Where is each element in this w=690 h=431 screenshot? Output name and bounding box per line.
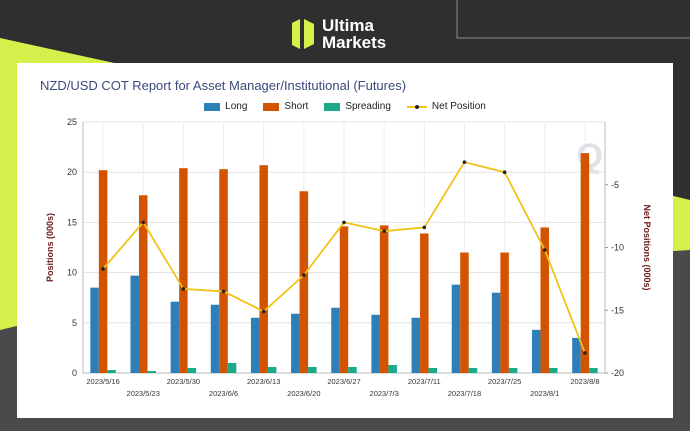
spreading-bar: [267, 366, 277, 373]
net-position-point: [261, 309, 266, 314]
x-tick-label: 2023/5/30: [167, 377, 200, 386]
spreading-bar: [468, 367, 478, 373]
long-bar: [532, 329, 541, 373]
x-tick-label: 2023/6/20: [287, 389, 320, 398]
spreading-bar: [388, 364, 397, 373]
long-bar: [451, 284, 461, 373]
x-tick-label: 2023/6/13: [247, 377, 280, 386]
long-bar: [210, 304, 220, 373]
spreading-bar: [428, 367, 438, 373]
chart-title: NZD/USD COT Report for Asset Manager/Ins…: [40, 78, 407, 93]
spreading-bar: [147, 370, 156, 373]
y-axis-label: Positions (000s): [45, 213, 55, 282]
legend-spreading: Spreading: [324, 101, 391, 112]
long-bar: [411, 317, 421, 373]
spreading-bar: [508, 367, 518, 373]
y-tick-label: 0: [72, 368, 77, 378]
short-bar: [580, 153, 590, 373]
short-bar: [339, 226, 349, 373]
long-bar: [331, 307, 340, 373]
spreading-bar: [589, 367, 598, 373]
net-position-point: [583, 351, 587, 355]
net-position-point: [101, 267, 105, 271]
net-position-point: [462, 160, 467, 164]
y-tick-label: 5: [72, 318, 77, 328]
brand-name-line2: Markets: [322, 33, 387, 52]
spreading-bar: [549, 367, 558, 373]
long-bar: [291, 313, 300, 373]
long-bar: [250, 317, 260, 373]
short-bar: [299, 191, 309, 373]
short-bar: [540, 227, 550, 373]
y-tick-label: 10: [67, 268, 77, 278]
short-bar: [420, 233, 429, 373]
x-tick-label: 2023/5/16: [86, 377, 119, 386]
x-tick-label: 2023/8/8: [570, 377, 599, 386]
short-bar: [379, 225, 389, 373]
long-bar: [170, 301, 180, 373]
net-position-point: [382, 229, 386, 233]
legend-long: Long: [204, 101, 247, 112]
x-tick-label: 2023/8/1: [530, 389, 559, 398]
long-bar: [491, 292, 501, 373]
long-bar: [371, 314, 380, 373]
spreading-bar: [348, 366, 357, 373]
x-tick-label: 2023/7/18: [448, 389, 481, 398]
short-bar: [179, 168, 188, 373]
net-position-point: [502, 170, 507, 174]
x-tick-label: 2023/7/3: [370, 389, 399, 398]
legend-net-position: Net Position: [406, 101, 486, 112]
net-position-point: [542, 248, 547, 252]
net-position-point: [141, 220, 146, 225]
short-bar: [98, 170, 108, 373]
long-bar: [572, 337, 581, 373]
long-bar: [130, 275, 139, 373]
net-position-point: [181, 287, 186, 291]
spreading-bar: [227, 362, 237, 373]
y2-axis-label: Net Positions (000s): [642, 204, 652, 290]
legend-short: Short: [263, 101, 308, 112]
x-tick-label: 2023/7/11: [408, 377, 441, 386]
x-tick-label: 2023/5/23: [127, 389, 160, 398]
long-bar: [90, 287, 99, 373]
y2-tick-label: -5: [611, 180, 619, 190]
chart-watermark-q: Q: [577, 137, 603, 175]
y2-tick-label: -20: [611, 368, 624, 378]
spreading-bar: [187, 367, 197, 373]
net-position-point: [302, 273, 306, 277]
x-tick-label: 2023/6/6: [209, 389, 238, 398]
y-tick-label: 25: [67, 117, 77, 127]
net-position-point: [221, 289, 226, 294]
short-bar: [259, 165, 268, 373]
x-tick-label: 2023/6/27: [327, 377, 360, 386]
y-tick-label: 15: [67, 217, 77, 227]
spreading-bar: [107, 369, 116, 373]
net-position-point: [422, 225, 427, 230]
chart-legend: Long Short Spreading Net Position: [17, 101, 673, 112]
ultima-logo-icon: [292, 19, 314, 49]
y2-tick-label: -15: [611, 305, 624, 315]
short-bar: [460, 252, 469, 373]
frame-line: [456, 0, 690, 39]
short-bar: [138, 195, 148, 373]
short-bar: [219, 169, 228, 373]
x-tick-label: 2023/7/25: [488, 377, 521, 386]
brand-logo: Ultima Markets: [292, 14, 386, 54]
brand-name-line1: Ultima: [322, 16, 374, 35]
chart-panel: NZD/USD COT Report for Asset Manager/Ins…: [17, 63, 673, 418]
y-tick-label: 20: [67, 167, 77, 177]
y2-tick-label: -10: [611, 243, 624, 253]
chart-plot: Q 0 5 10 15 20 25 -20 -15 -10 -5 2023/5/16 2023/5/2…: [45, 117, 652, 398]
spreading-bar: [308, 366, 317, 373]
short-bar: [500, 252, 509, 373]
net-position-point: [342, 220, 346, 225]
